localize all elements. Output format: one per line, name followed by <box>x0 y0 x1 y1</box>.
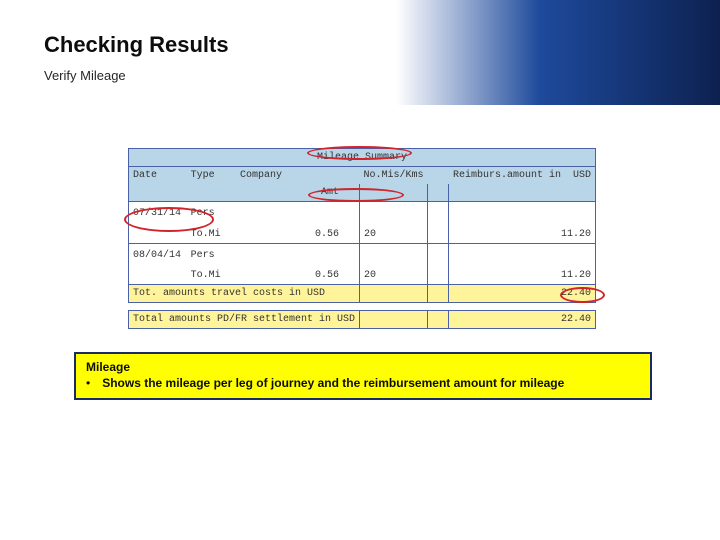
cell-reimb: 11.20 <box>449 226 596 244</box>
cell-date: 08/04/14 <box>129 243 187 267</box>
hdr-type: Type <box>187 167 236 185</box>
total-travel-row: Tot. amounts travel costs in USD 22.40 <box>129 285 596 303</box>
hdr-amt: Amt <box>236 184 360 202</box>
total-travel-label: Tot. amounts travel costs in USD <box>129 285 360 303</box>
hdr-reimb: Reimburs.amount in <box>453 170 561 181</box>
summary-title: Mileage Summary <box>129 149 596 167</box>
total-pdfr-value: 22.40 <box>449 311 596 329</box>
cell-amt: 0.56 <box>236 226 360 244</box>
table-row: To.Mi 0.56 20 11.20 <box>129 267 596 285</box>
table-row: 07/31/14 Pers <box>129 202 596 226</box>
callout-title: Mileage <box>86 360 640 374</box>
callout-text: Shows the mileage per leg of journey and… <box>102 376 564 390</box>
cell-amt: 0.56 <box>236 267 360 285</box>
hdr-no-mis-kms: No.Mis/Kms <box>360 167 428 185</box>
page-subtitle: Verify Mileage <box>44 68 126 83</box>
cell-tomi: To.Mi <box>187 267 236 285</box>
total-pdfr-row: Total amounts PD/FR settlement in USD 22… <box>129 311 596 329</box>
cell-reimb: 11.20 <box>449 267 596 285</box>
cell-tomi: To.Mi <box>187 226 236 244</box>
hdr-currency: USD <box>573 170 591 181</box>
cell-kms: 20 <box>360 267 428 285</box>
mileage-table: Mileage Summary Date Type Company No.Mis… <box>128 148 596 329</box>
page-title: Checking Results <box>44 32 229 58</box>
cell-type: Pers <box>187 243 236 267</box>
callout-bullet: • <box>86 376 90 390</box>
callout-box: Mileage • Shows the mileage per leg of j… <box>74 352 652 400</box>
table-row: To.Mi 0.56 20 11.20 <box>129 226 596 244</box>
summary-title-row: Mileage Summary <box>129 149 596 167</box>
table-header-row-2: Amt <box>129 184 596 202</box>
cell-kms: 20 <box>360 226 428 244</box>
spacer-row <box>129 303 596 311</box>
hdr-date: Date <box>129 167 187 185</box>
cell-type: Pers <box>187 202 236 226</box>
cell-date: 07/31/14 <box>129 202 187 226</box>
table-header-row-1: Date Type Company No.Mis/Kms Reimburs.am… <box>129 167 596 185</box>
hdr-company: Company <box>236 167 360 185</box>
total-pdfr-label: Total amounts PD/FR settlement in USD <box>129 311 360 329</box>
table-row: 08/04/14 Pers <box>129 243 596 267</box>
total-travel-value: 22.40 <box>449 285 596 303</box>
